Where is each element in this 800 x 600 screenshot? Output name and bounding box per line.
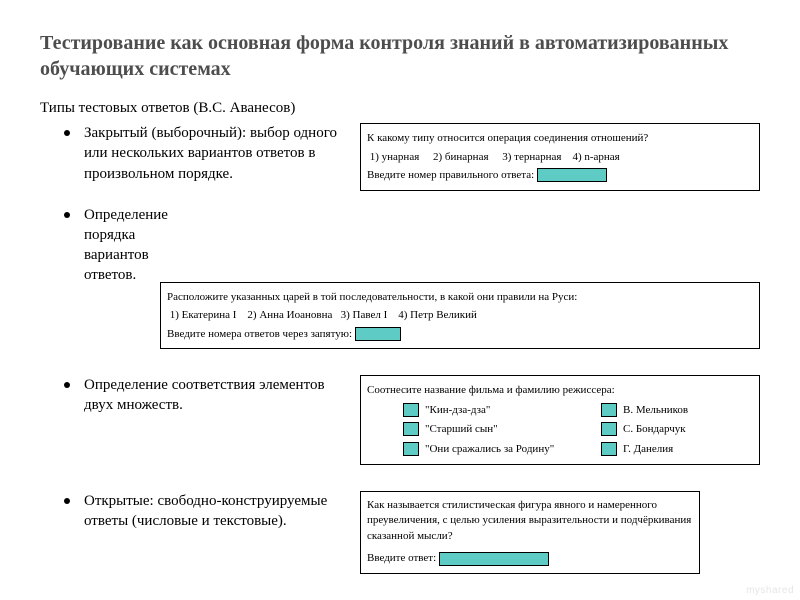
- ex2-options: 1) Екатерина I 2) Анна Иоановна 3) Павел…: [167, 307, 753, 324]
- bullet-dot-icon: [64, 130, 70, 136]
- ex1-options: 1) унарная 2) бинарная 3) тернарная 4) n…: [367, 149, 753, 166]
- bullet-text: Закрытый (выборочный): выбор одного или …: [84, 123, 350, 184]
- ex3-question: Соотнесите название фильма и фамилию реж…: [367, 382, 753, 399]
- match-right-label: В. Мельников: [623, 402, 688, 419]
- match-input-right[interactable]: [601, 403, 617, 417]
- match-input-right[interactable]: [601, 442, 617, 456]
- match-right-label: С. Бондарчук: [623, 421, 686, 438]
- example-match: Соотнесите название фильма и фамилию реж…: [360, 375, 760, 465]
- ex2-prompt-line: Введите номера ответов через запятую:: [167, 326, 753, 343]
- bullet-order: Определение порядка вариантов ответов.: [40, 205, 150, 286]
- example-order: Расположите указанных царей в той послед…: [160, 282, 760, 350]
- answer-input-blank[interactable]: [537, 168, 607, 182]
- match-left-label: "Они сражались за Родину": [425, 441, 595, 458]
- ex1-prompt-line: Введите номер правильного ответа:: [367, 167, 753, 184]
- match-left-label: "Кин-дза-дза": [425, 402, 595, 419]
- example-closed: К какому типу относится операция соедине…: [360, 123, 760, 191]
- ex4-prompt-line: Введите ответ:: [367, 550, 693, 567]
- match-input-right[interactable]: [601, 422, 617, 436]
- slide-subtitle: Типы тестовых ответов (В.С. Аванесов): [40, 100, 760, 117]
- match-row: "Они сражались за Родину" Г. Данелия: [367, 441, 753, 458]
- bullet-open: Открытые: свободно-конструируемые ответы…: [40, 491, 350, 532]
- match-input-left[interactable]: [403, 422, 419, 436]
- bullet-text: Открытые: свободно-конструируемые ответы…: [84, 491, 350, 532]
- ex1-question: К какому типу относится операция соедине…: [367, 130, 753, 147]
- ex2-prompt: Введите номера ответов через запятую:: [167, 328, 352, 340]
- match-row: "Кин-дза-дза" В. Мельников: [367, 402, 753, 419]
- bullet-closed: Закрытый (выборочный): выбор одного или …: [40, 123, 350, 184]
- slide-title: Тестирование как основная форма контроля…: [40, 30, 760, 82]
- bullet-dot-icon: [64, 498, 70, 504]
- ex4-prompt: Введите ответ:: [367, 552, 436, 564]
- row-open-type: Открытые: свободно-конструируемые ответы…: [40, 491, 760, 574]
- ex2-question: Расположите указанных царей в той послед…: [167, 289, 753, 306]
- answer-input-blank[interactable]: [355, 327, 401, 341]
- answer-input-blank[interactable]: [439, 552, 549, 566]
- match-right-label: Г. Данелия: [623, 441, 673, 458]
- row-order-example: Расположите указанных царей в той послед…: [40, 282, 760, 350]
- bullet-text: Определение соответствия элементов двух …: [84, 375, 350, 416]
- match-row: "Старший сын" С. Бондарчук: [367, 421, 753, 438]
- row-order-type: Определение порядка вариантов ответов.: [40, 205, 760, 286]
- match-input-left[interactable]: [403, 442, 419, 456]
- watermark: myshared: [746, 585, 794, 596]
- bullet-text: Определение порядка вариантов ответов.: [84, 205, 168, 286]
- match-input-left[interactable]: [403, 403, 419, 417]
- row-match-type: Определение соответствия элементов двух …: [40, 375, 760, 465]
- bullet-match: Определение соответствия элементов двух …: [40, 375, 350, 416]
- bullet-dot-icon: [64, 382, 70, 388]
- ex4-question: Как называется стилистическая фигура явн…: [367, 498, 693, 544]
- match-left-label: "Старший сын": [425, 421, 595, 438]
- ex1-prompt: Введите номер правильного ответа:: [367, 169, 534, 181]
- row-closed-type: Закрытый (выборочный): выбор одного или …: [40, 123, 760, 191]
- example-open: Как называется стилистическая фигура явн…: [360, 491, 700, 574]
- slide: Тестирование как основная форма контроля…: [0, 0, 800, 600]
- bullet-dot-icon: [64, 212, 70, 218]
